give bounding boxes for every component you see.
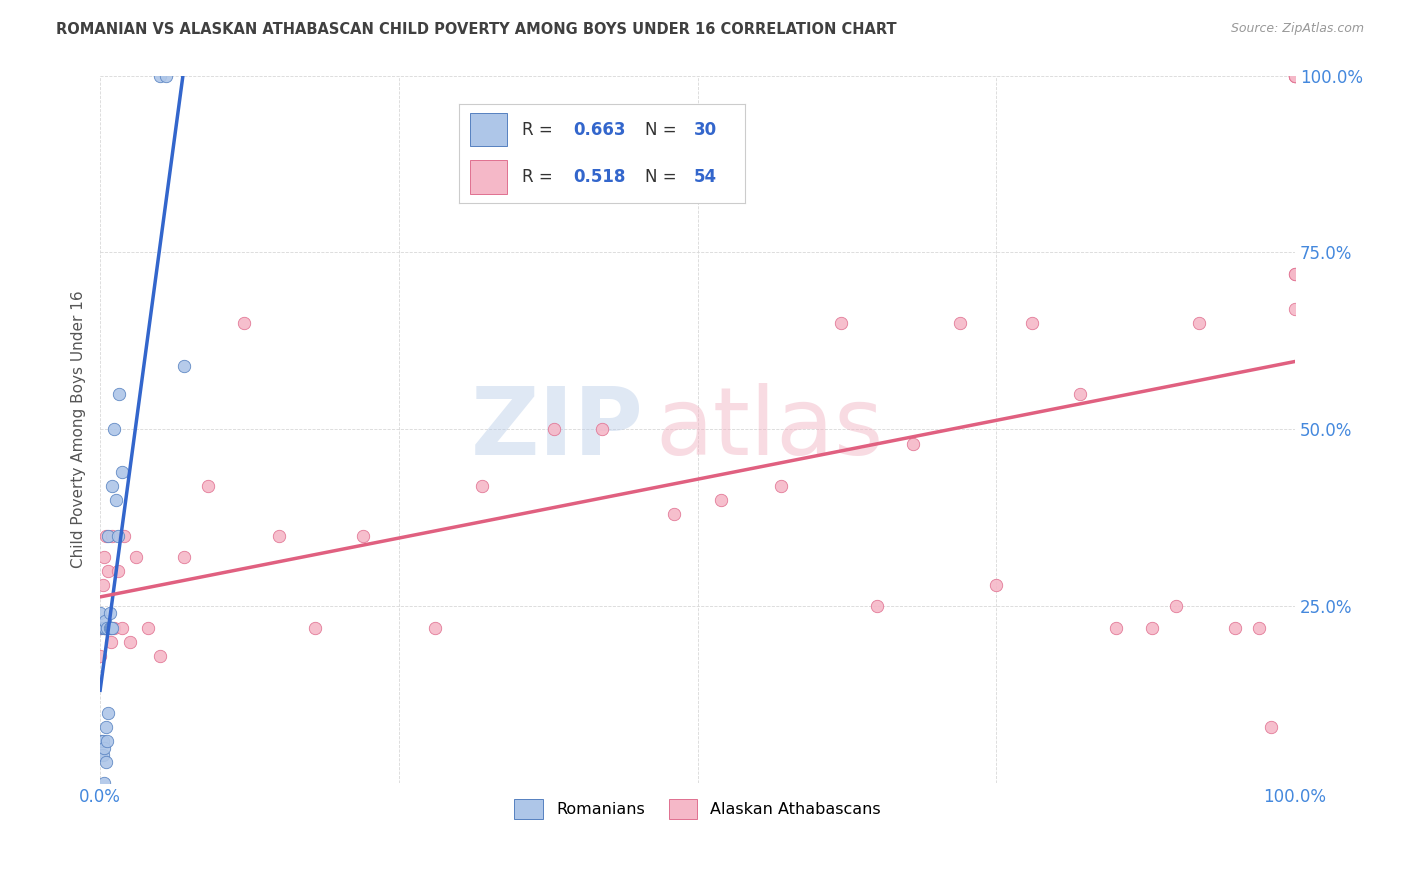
Point <box>471 479 494 493</box>
Point <box>1284 267 1306 281</box>
Point <box>97 706 120 720</box>
Point <box>93 741 115 756</box>
Text: Source: ZipAtlas.com: Source: ZipAtlas.com <box>1230 22 1364 36</box>
Point <box>830 316 852 330</box>
Point <box>269 528 291 542</box>
Point <box>543 422 565 436</box>
Point <box>94 755 117 769</box>
Point <box>108 387 131 401</box>
Point <box>1260 720 1282 734</box>
Point <box>136 621 159 635</box>
Point <box>1164 599 1187 614</box>
Point <box>1140 621 1163 635</box>
Point <box>90 621 112 635</box>
Text: ZIP: ZIP <box>471 384 644 475</box>
Point <box>304 621 326 635</box>
Point <box>100 621 122 635</box>
Point <box>173 549 195 564</box>
Point <box>91 747 114 762</box>
Point <box>118 635 141 649</box>
Point <box>1284 302 1306 317</box>
Point <box>1249 621 1271 635</box>
Point <box>89 621 111 635</box>
Point <box>1284 69 1306 83</box>
Point <box>103 621 125 635</box>
Point <box>93 621 115 635</box>
Point <box>1284 69 1306 83</box>
Point <box>94 528 117 542</box>
Point <box>93 776 115 790</box>
Point <box>986 578 1008 592</box>
Point <box>710 493 733 508</box>
Point <box>97 528 120 542</box>
Point <box>155 69 177 83</box>
Point <box>90 747 112 762</box>
Point <box>111 465 134 479</box>
Point <box>1188 316 1211 330</box>
Point <box>149 648 172 663</box>
Text: ROMANIAN VS ALASKAN ATHABASCAN CHILD POVERTY AMONG BOYS UNDER 16 CORRELATION CHA: ROMANIAN VS ALASKAN ATHABASCAN CHILD POV… <box>56 22 897 37</box>
Point <box>866 599 889 614</box>
Point <box>949 316 972 330</box>
Point <box>91 578 114 592</box>
Y-axis label: Child Poverty Among Boys Under 16: Child Poverty Among Boys Under 16 <box>72 291 86 568</box>
Point <box>232 316 254 330</box>
Point <box>89 621 111 635</box>
Point <box>98 607 121 621</box>
Point <box>96 621 118 635</box>
Text: atlas: atlas <box>655 384 884 475</box>
Point <box>1284 69 1306 83</box>
Point <box>101 621 124 635</box>
Point <box>94 621 117 635</box>
Point <box>1225 621 1247 635</box>
Point <box>94 720 117 734</box>
Point <box>104 493 127 508</box>
Point <box>1069 387 1091 401</box>
Point <box>901 436 924 450</box>
Point <box>1284 69 1306 83</box>
Point <box>1105 621 1128 635</box>
Point <box>662 508 685 522</box>
Point <box>93 549 115 564</box>
Point <box>1284 267 1306 281</box>
Point <box>94 614 117 628</box>
Point <box>101 528 124 542</box>
Point <box>97 564 120 578</box>
Point <box>98 621 121 635</box>
Point <box>100 635 122 649</box>
Point <box>111 621 134 635</box>
Point <box>98 621 121 635</box>
Point <box>103 422 125 436</box>
Point <box>423 621 446 635</box>
Point <box>125 549 148 564</box>
Point <box>94 621 117 635</box>
Point <box>107 564 129 578</box>
Point <box>591 422 613 436</box>
Point <box>770 479 793 493</box>
Point <box>96 734 118 748</box>
Point <box>197 479 219 493</box>
Point <box>101 479 124 493</box>
Point <box>91 734 114 748</box>
Point <box>173 359 195 373</box>
Point <box>96 621 118 635</box>
Point <box>90 734 112 748</box>
Legend: Romanians, Alaskan Athabascans: Romanians, Alaskan Athabascans <box>508 793 887 825</box>
Point <box>89 607 111 621</box>
Point <box>107 528 129 542</box>
Point <box>112 528 135 542</box>
Point <box>89 648 111 663</box>
Point <box>1021 316 1043 330</box>
Point <box>352 528 374 542</box>
Point <box>149 69 172 83</box>
